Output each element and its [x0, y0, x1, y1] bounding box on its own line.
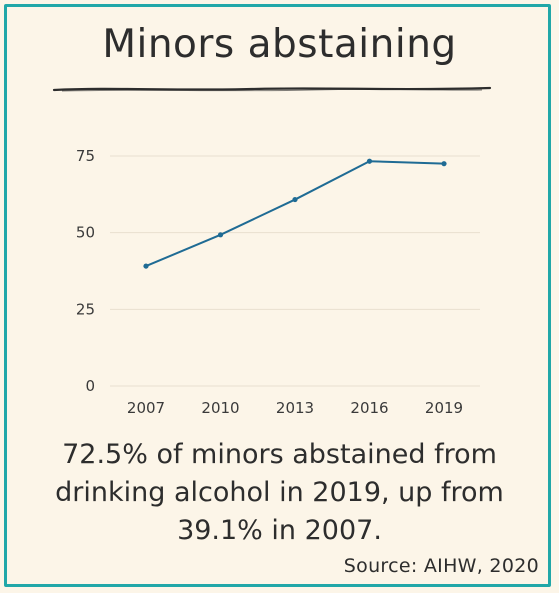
line-chart: 0 25 50 75 2007 2010 2013 2016 2019 — [76, 147, 480, 417]
x-tick-label: 2013 — [276, 399, 314, 417]
y-tick-label: 50 — [76, 224, 95, 242]
title-underline — [52, 86, 492, 92]
data-point — [366, 158, 373, 164]
x-tick-label: 2019 — [425, 399, 463, 417]
x-tick-label: 2007 — [127, 399, 165, 417]
data-point — [217, 232, 224, 238]
y-tick-label: 75 — [76, 147, 95, 165]
data-point — [441, 161, 447, 167]
series-line — [145, 160, 445, 268]
data-point — [292, 196, 298, 203]
x-tick-label: 2010 — [201, 399, 239, 417]
y-tick-label: 0 — [85, 377, 95, 395]
card-border — [4, 4, 551, 587]
data-point — [143, 263, 149, 269]
source-note: Source: AIHW, 2020 — [343, 555, 539, 577]
chart-title: Minors abstaining — [102, 22, 457, 67]
x-tick-label: 2016 — [350, 399, 388, 417]
chart-caption: 72.5% of minors abstained from drinking … — [55, 439, 504, 546]
y-tick-label: 25 — [76, 300, 95, 318]
